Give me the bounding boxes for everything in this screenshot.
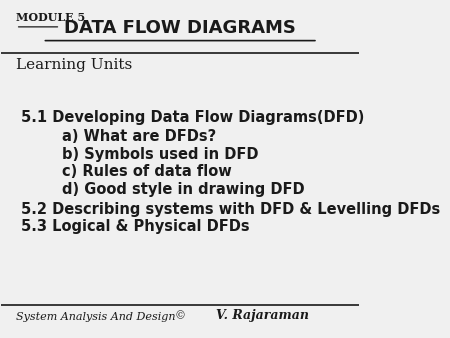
Text: 5.1 Developing Data Flow Diagrams(DFD): 5.1 Developing Data Flow Diagrams(DFD) (21, 111, 364, 125)
Text: Learning Units: Learning Units (16, 58, 132, 72)
Text: V. Rajaraman: V. Rajaraman (216, 309, 309, 321)
Text: b) Symbols used in DFD: b) Symbols used in DFD (62, 147, 259, 162)
Text: 5.3 Logical & Physical DFDs: 5.3 Logical & Physical DFDs (21, 219, 250, 234)
Text: d) Good style in drawing DFD: d) Good style in drawing DFD (62, 182, 305, 197)
Text: ©: © (175, 312, 186, 321)
Text: MODULE 5: MODULE 5 (16, 12, 85, 23)
Text: DATA FLOW DIAGRAMS: DATA FLOW DIAGRAMS (64, 19, 296, 37)
Text: c) Rules of data flow: c) Rules of data flow (62, 164, 232, 179)
Text: 5.2 Describing systems with DFD & Levelling DFDs: 5.2 Describing systems with DFD & Levell… (21, 201, 440, 217)
Text: a) What are DFDs?: a) What are DFDs? (62, 129, 216, 144)
Text: System Analysis And Design: System Analysis And Design (16, 312, 175, 321)
